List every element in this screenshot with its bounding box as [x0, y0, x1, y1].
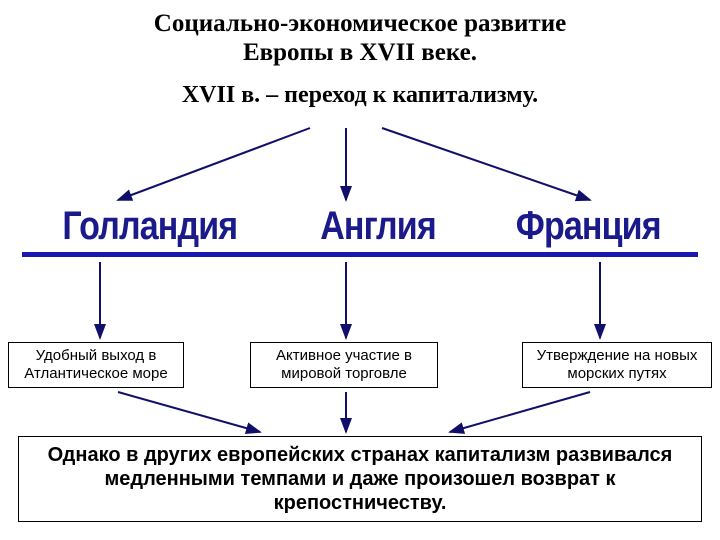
title-line2: Европы в XVII веке.: [243, 39, 477, 66]
country-france: Франция: [516, 204, 661, 249]
page-title: Социально-экономическое развитие Европы …: [0, 0, 720, 68]
subtitle: XVII в. – переход к капитализму.: [0, 82, 720, 109]
box-sea-routes: Утверждение на новых морских путях: [522, 342, 712, 388]
title-line1: Социально-экономическое развитие: [154, 10, 566, 37]
arrow: [450, 392, 590, 432]
arrow: [118, 392, 260, 432]
arrow: [382, 128, 590, 200]
arrow: [118, 128, 310, 200]
conclusion-box: Однако в других европейских странах капи…: [18, 436, 702, 522]
country-england: Англия: [320, 204, 436, 249]
country-holland: Голландия: [62, 204, 237, 249]
box-trade: Активное участие в мировой торговле: [250, 342, 438, 388]
divider-line: [22, 252, 698, 257]
box-atlantic: Удобный выход в Атлантическое море: [8, 342, 184, 388]
countries-row: Голландия Англия Франция: [0, 204, 720, 249]
